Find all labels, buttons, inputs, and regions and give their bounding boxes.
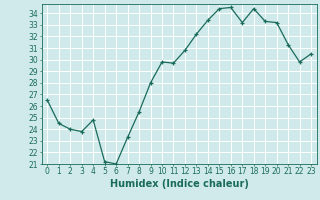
X-axis label: Humidex (Indice chaleur): Humidex (Indice chaleur) <box>110 179 249 189</box>
